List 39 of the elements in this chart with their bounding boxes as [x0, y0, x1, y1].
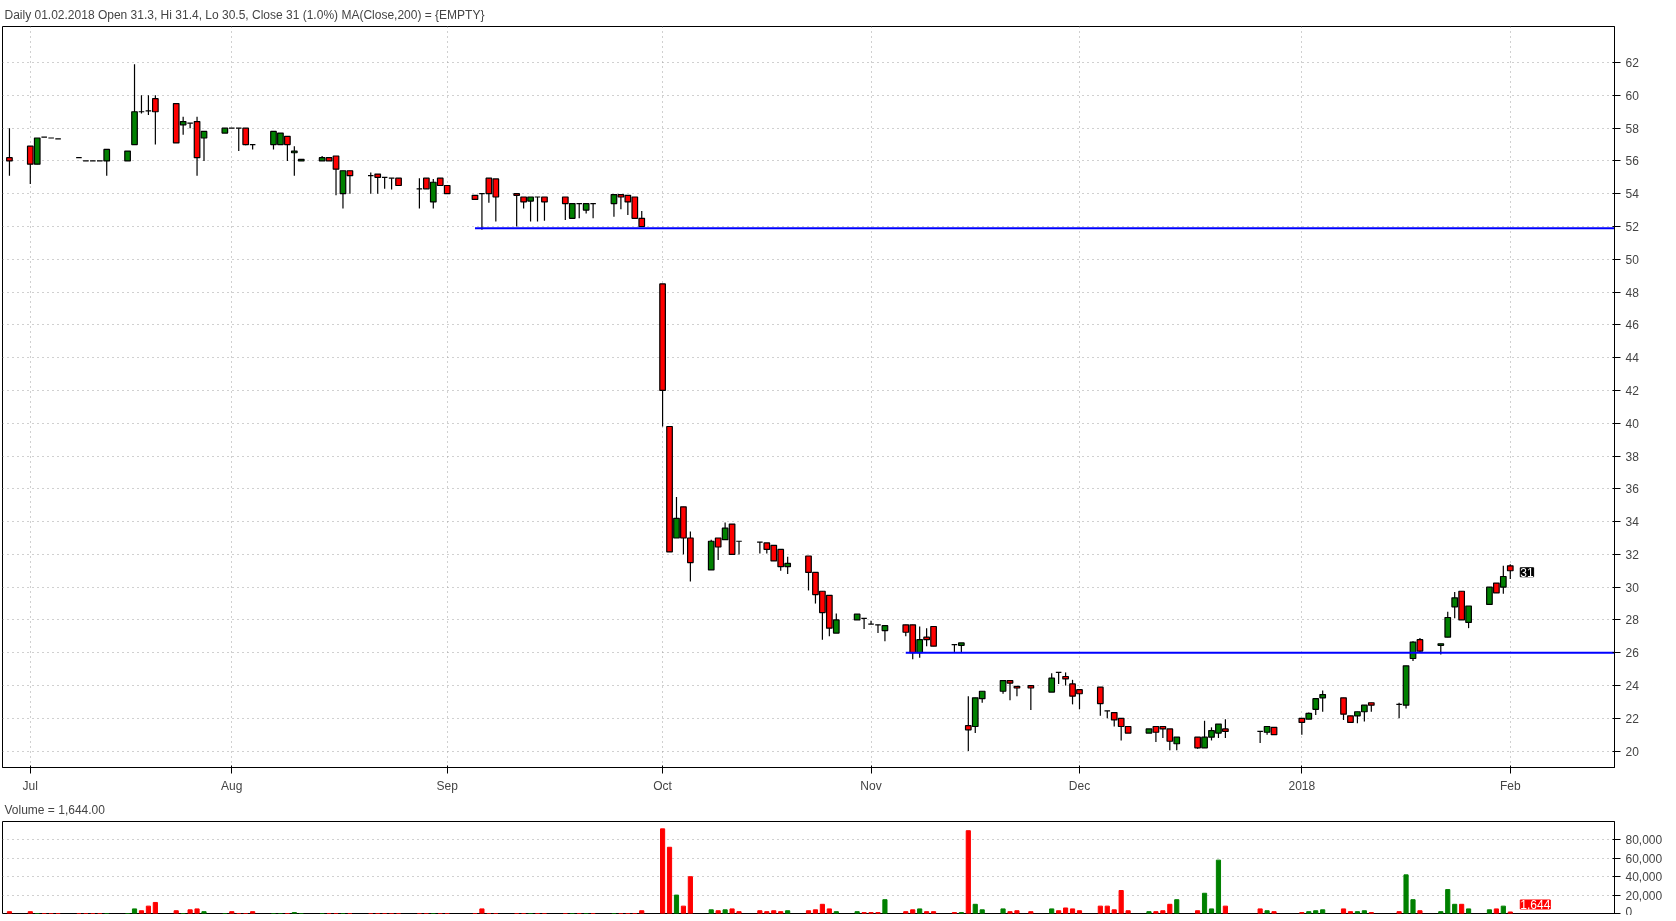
y-tick-label: 36 [1625, 482, 1640, 497]
y-tick-label: 32 [1625, 547, 1640, 562]
y-tick-label: 48 [1625, 285, 1640, 300]
y-tick-label: 22 [1625, 711, 1640, 726]
y-tick-label: 42 [1625, 383, 1640, 398]
y-tick-label: 0 [1625, 904, 1633, 919]
y-tick-label: 46 [1625, 318, 1640, 333]
y-tick-label: 34 [1625, 515, 1640, 530]
y-tick-label: 20,000 [1625, 888, 1663, 903]
y-tick-label: 20 [1625, 744, 1640, 759]
y-tick-label: 60 [1625, 88, 1640, 103]
y-tick-label: 44 [1625, 351, 1640, 366]
y-tick-label: 54 [1625, 187, 1640, 202]
x-tick-label: 2018 [1288, 778, 1316, 793]
y-tick-label: 26 [1625, 646, 1640, 661]
y-tick-label: 58 [1625, 121, 1640, 136]
y-tick-label: 80,000 [1625, 833, 1663, 848]
x-tick-label: Aug [221, 778, 243, 793]
y-tick-label: 56 [1625, 154, 1640, 169]
y-tick-label: 60,000 [1625, 851, 1663, 866]
y-tick-label: 50 [1625, 252, 1640, 267]
y-tick-label: 62 [1625, 56, 1640, 71]
y-tick-label: 52 [1625, 220, 1640, 234]
annotation: 31 [1520, 565, 1534, 580]
x-tick-label: Feb [1499, 778, 1521, 793]
x-tick-label: Nov [860, 778, 882, 793]
x-tick-label: Dec [1068, 778, 1091, 793]
x-tick-label: Sep [436, 778, 459, 793]
annotation: 1,644 [1520, 897, 1551, 912]
y-tick-label: 28 [1625, 613, 1640, 628]
x-tick-label: Oct [653, 778, 673, 793]
y-tick-label: 40,000 [1625, 870, 1663, 885]
y-tick-label: 38 [1625, 449, 1640, 464]
chart-title: Daily 01.02.2018 Open 31.3, Hi 31.4, Lo 30.5, Close 31 (1.0%) MA(Close,200) = {EMPTY} [4, 7, 485, 22]
y-tick-label: 24 [1625, 679, 1640, 694]
chart-title: Volume = 1,644.00 [4, 802, 106, 817]
x-tick-label: Jul [22, 778, 38, 793]
y-tick-label: 30 [1625, 580, 1640, 595]
y-tick-label: 40 [1625, 416, 1640, 431]
